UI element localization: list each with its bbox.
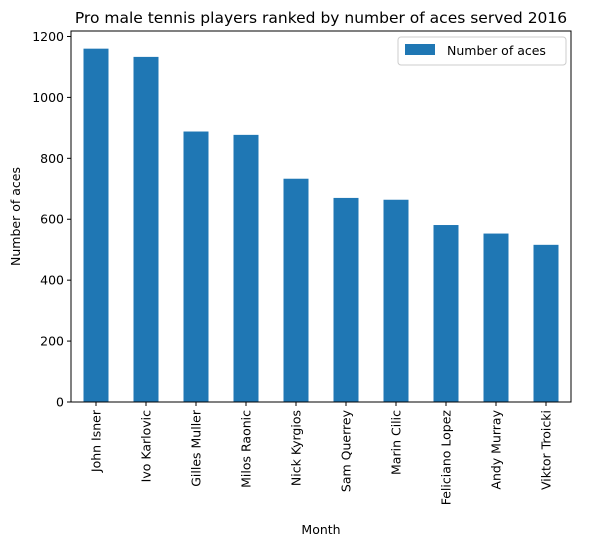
- bar-gilles-muller: [183, 131, 209, 402]
- y-axis-label: Number of aces: [8, 167, 23, 266]
- bar-sam-querrey: [333, 197, 359, 402]
- y-tick-label-200: 200: [40, 334, 64, 349]
- x-tick-label-john-isner: John Isner: [89, 409, 104, 473]
- bar-viktor-troicki: [533, 244, 559, 402]
- bar-marin-cilic: [383, 199, 409, 402]
- bar-andy-murray: [483, 233, 509, 402]
- x-tick-label-marin-cilic: Marin Cilic: [389, 410, 404, 475]
- x-axis-label: Month: [301, 522, 340, 537]
- bar-feliciano-lopez: [433, 225, 459, 402]
- y-tick-label-1000: 1000: [32, 90, 64, 105]
- chart-title: Pro male tennis players ranked by number…: [75, 9, 567, 27]
- bar-milos-raonic: [233, 134, 259, 403]
- y-axis: 0 200 400 600 800 1000 1200: [32, 29, 71, 410]
- legend: Number of aces: [397, 36, 567, 66]
- plot-frame: [70, 30, 572, 403]
- bar-john-isner: [83, 48, 109, 403]
- x-tick-label-nick-kyrgios: Nick Kyrgios: [289, 410, 304, 486]
- y-tick-label-800: 800: [40, 151, 64, 166]
- bar-ivo-karlovic: [133, 56, 159, 402]
- y-tick-label-600: 600: [40, 212, 64, 227]
- y-tick-label-400: 400: [40, 273, 64, 288]
- legend-swatch: [405, 44, 435, 55]
- x-tick-label-ivo-karlovic: Ivo Karlovic: [139, 410, 154, 482]
- y-tick-label-1200: 1200: [32, 29, 64, 44]
- bars-layer: [83, 48, 559, 403]
- x-tick-label-feliciano-lopez: Feliciano Lopez: [439, 410, 454, 506]
- x-tick-label-sam-querrey: Sam Querrey: [339, 409, 354, 492]
- x-tick-label-gilles-muller: Gilles Muller: [189, 409, 204, 487]
- bar-nick-kyrgios: [283, 178, 309, 402]
- x-tick-label-viktor-troicki: Viktor Troicki: [539, 410, 554, 490]
- legend-box: [397, 36, 567, 66]
- legend-label: Number of aces: [447, 43, 546, 58]
- x-tick-label-milos-raonic: Milos Raonic: [239, 410, 254, 488]
- y-tick-label-0: 0: [56, 395, 64, 410]
- x-tick-label-andy-murray: Andy Murray: [489, 409, 504, 489]
- x-axis: John Isner Ivo Karlovic Gilles Muller Milos…: [89, 402, 554, 505]
